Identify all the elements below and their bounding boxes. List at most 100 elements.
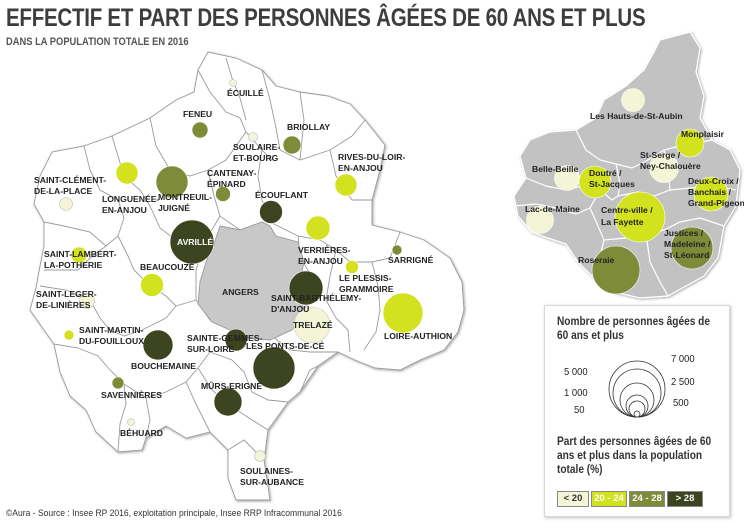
label-st-serge-2: Ney-Chalouère (640, 161, 701, 171)
label-montreuil: MONTREUIL- (158, 192, 212, 202)
circle-feneu (191, 121, 209, 139)
legend-size-circles (608, 360, 666, 418)
label-centre-ville-2: La Fayette (601, 217, 644, 227)
circle-beaucouze (140, 273, 164, 297)
circle-murs-erigne (213, 387, 243, 417)
legend-circle-50 (633, 410, 641, 418)
legend-size-title: Nombre de personnes âgées de 60 ans et p… (557, 316, 710, 342)
circle-st-clement (59, 197, 73, 211)
circle-montreuil (155, 165, 189, 199)
label-st-leger: SAINT-LEGER- (36, 289, 97, 299)
circle-ponts-de-ce (252, 346, 296, 390)
legend-class-24-28: 24 - 28 (629, 491, 665, 507)
legend-class-lt20: < 20 (557, 491, 589, 507)
circle-deux-croix (693, 176, 729, 212)
label-savennieres: SAVENNIÈRES (101, 390, 162, 400)
label-longuenee: LONGUENÉE- (102, 194, 159, 204)
label-verrieres: VERRIÈRES- (298, 245, 351, 255)
circle-st-martin (63, 329, 75, 341)
source-note: ©Aura - Source : Insee RP 2016, exploita… (6, 508, 342, 519)
circle-ste-gemmes (224, 328, 248, 352)
circle-verrieres (305, 215, 331, 241)
legend-size-50: 50 (574, 404, 585, 416)
label-st-clement-2: DE-LA-PLACE (34, 186, 93, 196)
label-soulaines: SOULAINES- (240, 466, 293, 476)
label-centre-ville: Centre-ville / (601, 205, 653, 215)
circle-justices (670, 226, 714, 270)
label-ponts-de-ce: LES PONTS-DE-CÉ (246, 341, 325, 351)
circle-ecuille (229, 79, 237, 87)
label-hauts-st-aubin: Les Hauts-de-St-Aubin (590, 111, 683, 121)
circle-centre-ville (614, 191, 666, 243)
label-le-plessis-2: GRAMMOIRE (339, 284, 394, 294)
label-behuard: BÉHUARD (120, 428, 163, 438)
label-st-serge: St-Serge / (640, 150, 681, 160)
legend-share-title: Part des personnes âgées de 60 ans et pl… (557, 436, 712, 476)
circle-trelaze (293, 306, 331, 344)
circle-briollay (282, 135, 302, 155)
circle-hauts-st-aubin (621, 88, 645, 112)
circle-st-leger (79, 293, 95, 309)
label-deux-croix-3: Grand-Pigeon (688, 198, 744, 208)
circle-doutre (578, 165, 612, 199)
label-feneu: FENEU (183, 109, 212, 119)
label-soulaire-2: ET-BOURG (233, 153, 279, 163)
label-doutre: Doutré / (589, 168, 622, 178)
circle-loire-authion (382, 292, 424, 334)
legend-size-500: 500 (673, 397, 689, 409)
circle-st-barthelemy (288, 270, 324, 306)
circle-ecouflant (259, 200, 283, 224)
label-murs-erigne: MÛRS-ERIGNÉ (201, 380, 262, 391)
quartier-circles (526, 88, 729, 295)
label-sarrigne: SARRIGNÉ (388, 255, 434, 265)
label-deux-croix: Deux-Croix / (688, 176, 739, 186)
label-justices-3: St-Léonard (664, 250, 709, 260)
label-roseraie: Roseraie (578, 255, 615, 265)
label-avrille: AVRILLÉ (177, 237, 213, 247)
circle-rives-du-loir (334, 173, 358, 197)
legend-size-5000: 5 000 (564, 366, 588, 378)
label-st-leger-2: DE-LINIÈRES (36, 300, 91, 310)
label-ste-gemmes: SAINTE-GEMMES- (187, 333, 263, 343)
circle-longuenee (115, 161, 139, 185)
legend-class-gt28: > 28 (667, 491, 703, 507)
circle-st-serge (649, 153, 679, 183)
label-cantenay-2: ÉPINARD (207, 179, 246, 189)
circle-savennieres (111, 376, 125, 390)
circle-avrille (169, 219, 215, 265)
label-ecouflant: ÉCOUFLANT (255, 190, 309, 200)
label-rives: RIVES-DU-LOIR- (338, 152, 405, 162)
label-rives-2: EN-ANJOU (338, 163, 383, 173)
label-soulaire: SOULAIRE- (233, 142, 280, 152)
legend: Nombre de personnes âgées de 60 ans et p… (544, 305, 730, 517)
quartier-labels: Les Hauts-de-St-Aubin Monplaisir Belle-B… (525, 111, 744, 265)
label-le-plessis: LE PLESSIS- (339, 273, 392, 283)
label-st-martin-2: DU-FOUILLOUX (79, 336, 144, 346)
label-st-lambert: SAINT-LAMBERT- (44, 249, 117, 259)
circle-st-lambert (70, 246, 88, 264)
label-deux-croix-2: Banchais / (688, 187, 732, 197)
label-justices: Justices / (664, 228, 704, 238)
label-monplaisir: Monplaisir (681, 129, 725, 139)
label-st-barthelemy-2: D'ANJOU (271, 304, 309, 314)
circle-roseraie (591, 245, 641, 295)
label-belle-beille: Belle-Beille (532, 164, 579, 174)
label-bouchemaine: BOUCHEMAINE (131, 361, 196, 371)
label-cantenay: CANTENAY- (207, 168, 256, 178)
label-doutre-2: St-Jacques (589, 179, 635, 189)
circle-cantenay (215, 186, 231, 202)
label-st-lambert-2: LA-POTHERIE (44, 260, 103, 270)
circle-bouchemaine (142, 329, 174, 361)
label-verrieres-2: EN-ANJOU (298, 256, 343, 266)
label-trelaze: TRELAZÉ (293, 320, 333, 330)
circle-monplaisir (675, 128, 705, 158)
angers-commune (197, 221, 305, 341)
label-st-clement: SAINT-CLÉMENT- (34, 175, 106, 185)
label-beaucouze: BEAUCOUZÉ (140, 262, 195, 272)
circle-soulaire (248, 132, 258, 142)
label-loire-authion: LOIRE-AUTHION (384, 331, 452, 341)
circle-sarrigne (391, 244, 403, 256)
label-montreuil-2: JUIGNÉ (158, 203, 190, 213)
label-justices-2: Madeleine / (664, 239, 711, 249)
commune-labels: ÉCUILLÉ FENEU SOULAIRE- ET-BOURG BRIOLLA… (34, 88, 452, 487)
